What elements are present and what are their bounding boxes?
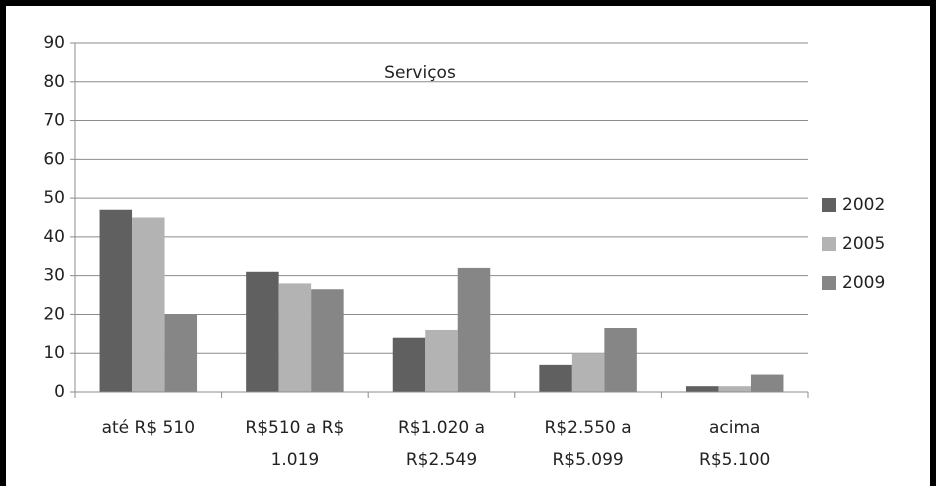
bar: [99, 209, 133, 392]
bar: [685, 386, 719, 392]
y-tick-label: 40: [43, 227, 65, 247]
bar: [132, 217, 165, 392]
bar: [604, 328, 637, 392]
x-tick-label-line: acima: [709, 418, 760, 438]
x-tick-label: acima R$5.100: [699, 418, 770, 470]
legend-swatch: [822, 198, 836, 212]
y-tick-label: 10: [43, 343, 65, 363]
x-tick-label-line: até R$ 510: [102, 418, 195, 438]
bar: [750, 374, 784, 392]
bar: [246, 271, 279, 392]
bar: [164, 314, 198, 392]
legend-label: 2009: [842, 273, 885, 293]
y-tick-label: 80: [43, 72, 65, 92]
legend-swatch: [822, 276, 836, 290]
x-tick-label: R$2.550 a R$5.099: [545, 418, 632, 470]
y-tick-label: 70: [43, 111, 65, 131]
legend-label: 2002: [842, 195, 885, 215]
x-tick-label-line: R$2.549: [406, 450, 477, 470]
y-tick-label: 90: [43, 33, 65, 53]
y-tick-label: 0: [54, 382, 65, 402]
bar: [457, 267, 491, 392]
bar: [718, 386, 751, 392]
x-tick-label: até R$ 510: [102, 418, 195, 438]
x-tick-label-line: R$5.100: [699, 450, 770, 470]
bar: [539, 364, 572, 392]
x-tick-label: R$1.020 a R$2.549: [398, 418, 485, 470]
x-tick-label-line: R$1.020 a: [398, 418, 485, 438]
x-tick-label-line: R$5.099: [552, 450, 623, 470]
bar: [311, 289, 344, 392]
y-tick-label: 30: [43, 266, 65, 286]
x-tick-label-line: R$2.550 a: [545, 418, 632, 438]
y-tick-label: 60: [43, 149, 65, 169]
bar: [278, 283, 312, 392]
legend-label: 2005: [842, 234, 885, 254]
bar: [392, 337, 426, 392]
x-tick-label: R$510 a R$ 1.019: [245, 418, 344, 470]
x-tick-label-line: 1.019: [271, 450, 320, 470]
bar: [425, 329, 458, 392]
bar: [571, 353, 605, 392]
x-tick-label-line: R$510 a R$: [245, 418, 344, 438]
chart-title: Serviços: [384, 63, 456, 83]
y-tick-label: 50: [43, 188, 65, 208]
legend-swatch: [822, 237, 836, 251]
y-tick-label: 20: [43, 304, 65, 324]
